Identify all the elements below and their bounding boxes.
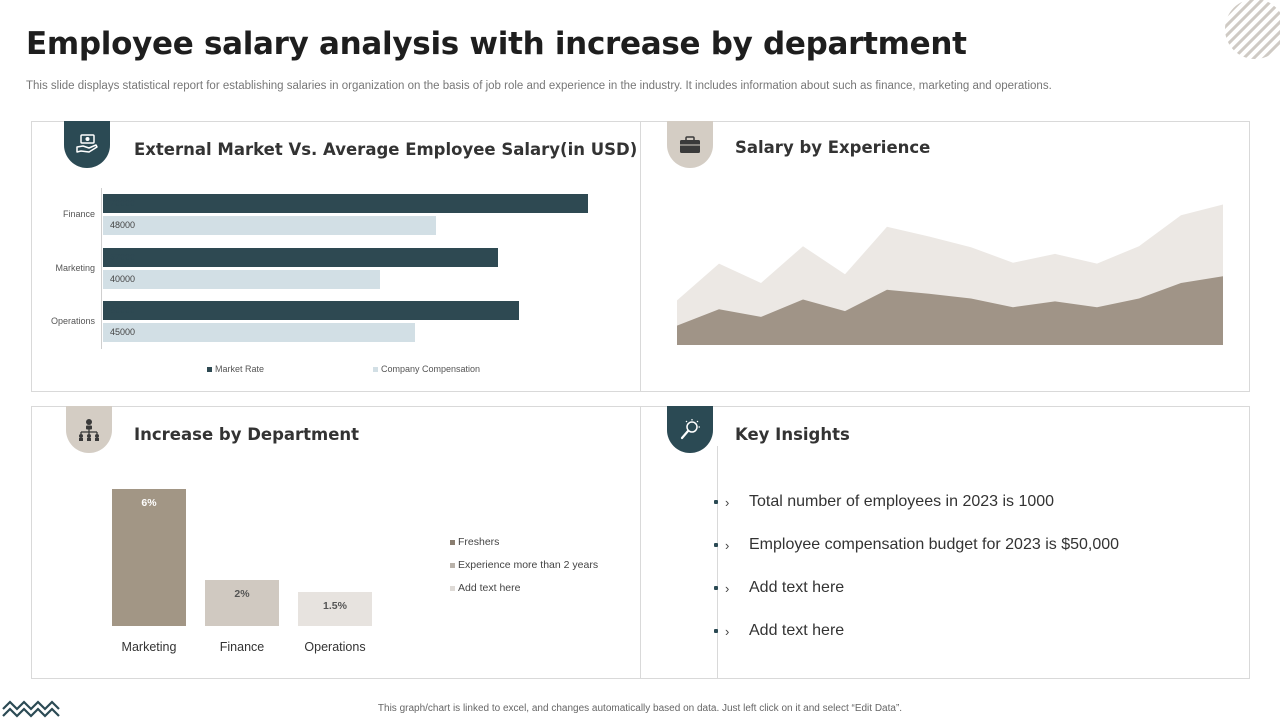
corner-stripes-decoration <box>1225 0 1280 59</box>
legend-item: Company Compensation <box>373 364 480 374</box>
legend-label: Experience more than 2 years <box>458 559 599 571</box>
legend-item: Market Rate <box>207 364 264 374</box>
category-label: Operations <box>304 640 366 654</box>
company-compensation-bar: 40000 <box>103 270 381 289</box>
bar-value-label: 6% <box>141 497 157 509</box>
legend-swatch <box>373 366 378 372</box>
category-label: Finance <box>62 209 95 219</box>
legend-swatch <box>450 585 455 591</box>
page-title: Employee salary analysis with increase b… <box>26 26 967 62</box>
legend-label: Freshers <box>458 536 500 548</box>
insight-text: Add text here <box>749 622 845 639</box>
category-label: Marketing <box>121 640 177 654</box>
insight-text: Employee compensation budget for 2023 is… <box>749 536 1120 553</box>
org-chart-icon <box>66 406 112 453</box>
bar-value-label: 1.5% <box>323 599 347 612</box>
legend-item: Freshers <box>450 536 499 548</box>
bullet-dot <box>714 543 718 547</box>
legend-item: Experience more than 2 years <box>450 559 598 571</box>
increase-bar: 6% <box>112 489 186 626</box>
bar-value-label: 70000 <box>110 198 136 208</box>
company-compensation-bar: 48000 <box>103 216 436 235</box>
chevron-right-icon: › <box>725 623 730 639</box>
briefcase-icon <box>667 121 713 168</box>
legend-swatch <box>450 539 455 545</box>
chevron-right-icon: › <box>725 537 730 553</box>
market-rate-bar: 60000 <box>103 301 519 320</box>
insight-text: Total number of employees in 2023 is 100… <box>749 493 1055 510</box>
zigzag-decoration <box>2 700 60 718</box>
bar-value-label: 57000 <box>110 252 136 262</box>
market-panel-title: External Market Vs. Average Employee Sal… <box>134 140 638 159</box>
bar-value-label: 48000 <box>110 220 136 230</box>
legend-item: Add text here <box>450 582 520 594</box>
market-rate-bar: 70000 <box>103 194 589 213</box>
insight-item: › Employee compensation budget for 2023 i… <box>714 536 1119 554</box>
page-subtitle: This slide displays statistical report f… <box>26 80 1052 92</box>
legend-label: Market Rate <box>215 364 265 374</box>
increase-bar: 2% <box>205 580 279 626</box>
experience-panel-title: Salary by Experience <box>735 138 931 157</box>
insight-item: › Add text here <box>714 622 844 640</box>
insights-divider <box>717 446 718 678</box>
category-label: Finance <box>219 640 265 654</box>
bullet-dot <box>714 629 718 633</box>
footer-note: This graph/chart is linked to excel, and… <box>377 703 903 714</box>
legend-label: Company Compensation <box>381 364 481 374</box>
company-compensation-bar: 45000 <box>103 323 415 342</box>
insights-panel: Key Insights <box>640 406 1250 679</box>
increase-bar: 1.5% <box>298 591 372 626</box>
legend-label: Add text here <box>458 582 521 594</box>
category-label: Operations <box>50 316 95 326</box>
market-rate-bar: 57000 <box>103 248 499 267</box>
experience-area-chart <box>677 204 1223 345</box>
chevron-right-icon: › <box>725 494 730 510</box>
market-chart-axis <box>101 188 102 349</box>
bar-value-label: 60000 <box>110 305 136 315</box>
legend-swatch <box>207 366 212 372</box>
bullet-dot <box>714 500 718 504</box>
category-label: Marketing <box>55 263 95 273</box>
area-series-lower <box>677 276 1223 345</box>
bar-value-label: 40000 <box>110 274 136 284</box>
insight-item: › Add text here <box>714 579 844 597</box>
increase-panel-title: Increase by Department <box>134 425 360 444</box>
chevron-right-icon: › <box>725 580 730 596</box>
bar-value-label: 45000 <box>110 327 136 337</box>
lightbulb-search-icon <box>667 406 713 453</box>
bar-value-label: 2% <box>234 588 250 601</box>
insight-text: Add text here <box>749 579 845 596</box>
money-hand-icon <box>64 121 110 168</box>
insight-item: › Total number of employees in 2023 is 10… <box>714 493 1054 511</box>
legend-swatch <box>450 562 455 568</box>
bullet-dot <box>714 586 718 590</box>
insights-panel-title: Key Insights <box>735 425 850 444</box>
